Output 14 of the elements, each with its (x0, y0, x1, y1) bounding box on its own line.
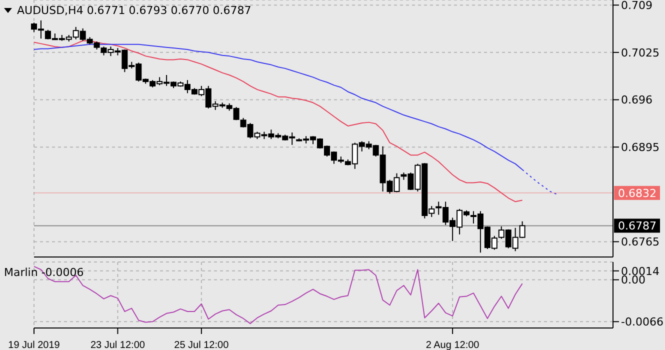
ref-line-label: 0.6787 (618, 220, 656, 233)
chart-title: AUDUSD,H4 0.6771 0.6793 0.6770 0.6787 (17, 4, 252, 17)
x-tick-label: 25 Jul 12:00 (174, 340, 230, 350)
y-tick-label: 0.6765 (621, 236, 660, 249)
y-tick-label: 0.7025 (621, 46, 660, 60)
y-tick-label: 0.6895 (621, 140, 660, 154)
y-tick-label: -0.0066 (621, 316, 664, 329)
y-tick-label: 0.709 (621, 0, 652, 12)
x-tick-label: 23 Jul 12:00 (90, 340, 146, 350)
x-tick-label: 2 Aug 12:00 (426, 340, 480, 350)
y-tick-label: 0.00 (621, 274, 646, 287)
y-tick-label: 0.696 (621, 94, 652, 107)
ref-line-label: 0.6832 (618, 186, 656, 200)
x-tick-label: 19 Jul 2019 (8, 340, 60, 350)
